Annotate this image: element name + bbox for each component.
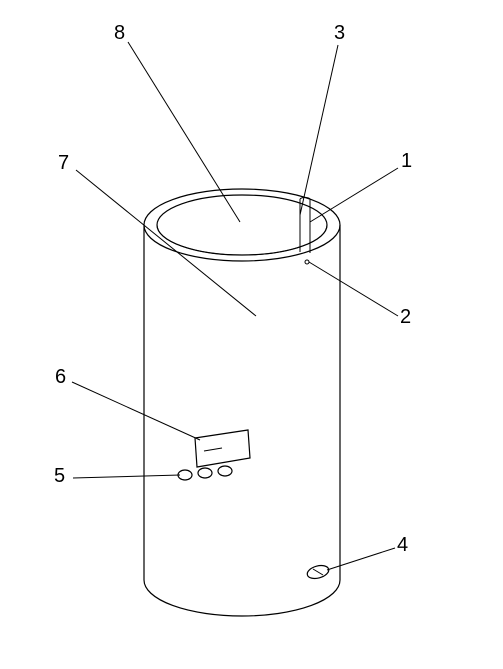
leader-8	[128, 42, 240, 222]
leader-7	[76, 170, 256, 316]
label-7: 7	[58, 152, 69, 175]
leader-4	[327, 548, 395, 570]
display-panel	[195, 430, 250, 467]
port-divider	[313, 569, 323, 575]
cylinder-drawing	[0, 0, 503, 664]
technical-diagram: 1 2 3 4 5 6 7 8	[0, 0, 503, 664]
label-6: 6	[55, 366, 66, 389]
small-hole-icon	[305, 260, 309, 264]
label-5: 5	[54, 465, 65, 488]
label-2: 2	[400, 306, 411, 329]
button-2	[198, 468, 212, 478]
leader-2	[309, 262, 398, 316]
label-8: 8	[114, 22, 125, 45]
leader-3	[300, 45, 338, 215]
button-3	[218, 466, 232, 476]
leader-6	[72, 382, 200, 440]
button-1	[178, 470, 192, 480]
leader-5	[73, 475, 180, 478]
label-1: 1	[401, 150, 412, 173]
label-3: 3	[334, 22, 345, 45]
cylinder-bottom	[144, 580, 340, 616]
leader-1	[310, 168, 398, 222]
inner-back-wall	[157, 225, 327, 255]
display-line	[204, 448, 222, 451]
label-4: 4	[397, 534, 408, 557]
